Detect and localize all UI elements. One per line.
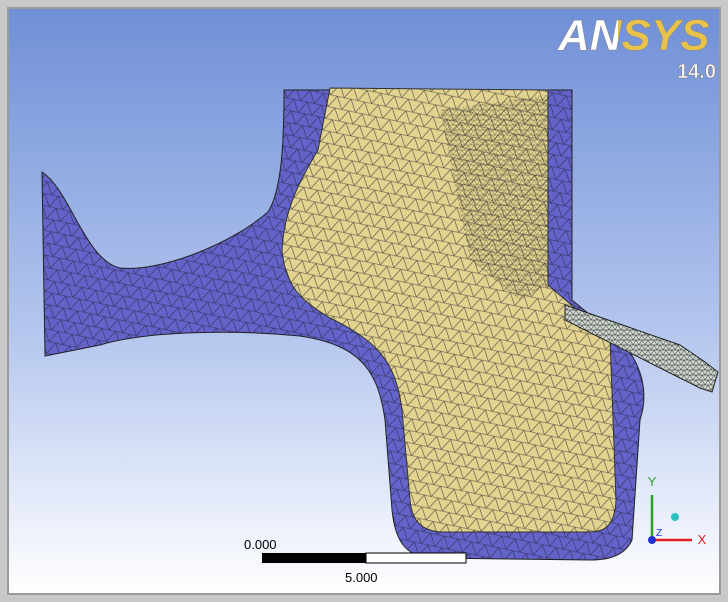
triad-z-label: Z — [656, 528, 662, 539]
scale-end-label: 5.000 — [345, 570, 378, 585]
triad-x-label: X — [698, 532, 707, 547]
triad-y-label: Y — [648, 474, 657, 489]
triad-z-axis — [648, 536, 656, 544]
page: ANSYS 14.0 0.000 5.000 Y Z X (() => { co… — [0, 0, 728, 602]
scale-segment-light — [366, 553, 466, 563]
scale-segment-dark — [262, 553, 366, 563]
logo-version: 14.0 — [677, 61, 716, 83]
triad-iso — [671, 513, 679, 521]
viewport-screenshot: ANSYS 14.0 0.000 5.000 Y Z X — [0, 0, 728, 602]
logo-brand: ANSYS — [557, 11, 710, 60]
scale-start-label: 0.000 — [244, 537, 277, 552]
